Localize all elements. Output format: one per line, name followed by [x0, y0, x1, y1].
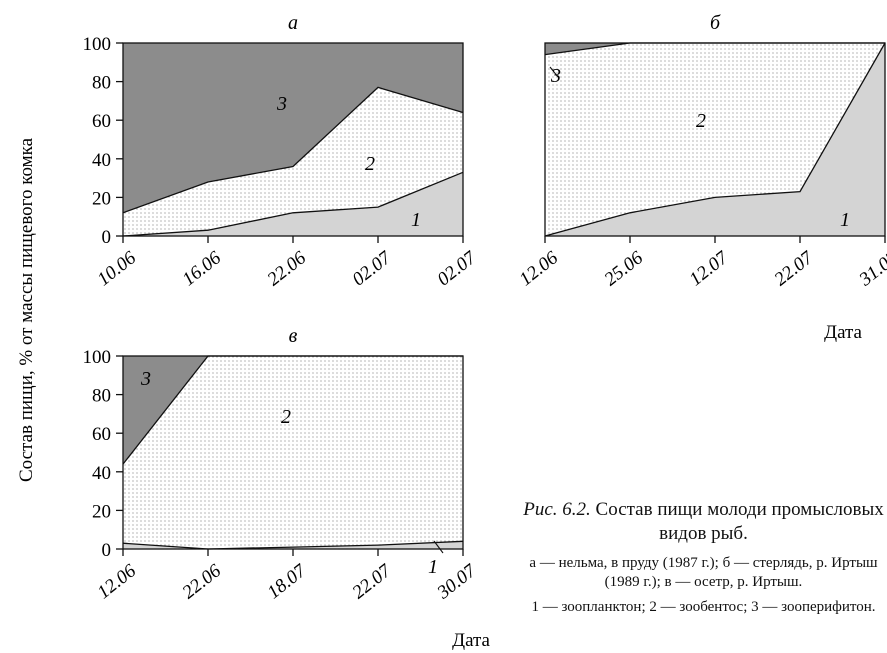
- x-tick-label: 22.07: [770, 246, 818, 290]
- y-tick-label: 60: [92, 111, 111, 132]
- series-label-1: 1: [428, 556, 438, 578]
- series-label-3: 3: [276, 93, 287, 115]
- x-tick-label: 12.06: [93, 560, 140, 603]
- boundary-line-1: [544, 42, 886, 237]
- area-series-1: [123, 541, 463, 549]
- y-tick-label: 0: [102, 540, 112, 561]
- y-tick-label: 100: [83, 34, 112, 55]
- y-tick-label: 20: [92, 501, 111, 522]
- x-tick-label: 12.07: [685, 246, 733, 290]
- x-tick-label: 30.07: [433, 559, 482, 603]
- leader-line: [433, 540, 444, 554]
- panel-label: а: [288, 12, 298, 34]
- y-tick-label: 80: [92, 386, 111, 407]
- series-label-1: 1: [411, 209, 421, 231]
- area-series-2: [123, 87, 463, 237]
- figure-number: Рис. 6.2.: [523, 499, 591, 520]
- y-tick-label: 40: [92, 463, 111, 484]
- series-label-2: 2: [281, 406, 291, 428]
- leader-line: [549, 66, 559, 78]
- figure-caption: Рис. 6.2. Состав пищи молоди промысловых…: [520, 498, 887, 617]
- y-tick-label: 0: [102, 227, 112, 248]
- caption-title: Рис. 6.2. Состав пищи молоди промысловых…: [520, 498, 887, 546]
- y-tick-label: 60: [92, 424, 111, 445]
- x-tick-label: 25.06: [600, 247, 647, 290]
- area-series-1: [123, 172, 463, 236]
- series-label-3: 3: [550, 65, 561, 87]
- area-series-3: [123, 356, 463, 465]
- area-series-3: [123, 43, 463, 213]
- series-label-3: 3: [140, 368, 151, 390]
- x-axis-label-b: Дата: [824, 322, 862, 343]
- panel-label: в: [289, 325, 298, 347]
- x-tick-label: 10.06: [93, 247, 140, 290]
- caption-text: Состав пищи молоди промысловых видов рыб…: [595, 499, 884, 544]
- y-tick-label: 80: [92, 73, 111, 94]
- x-tick-label: 22.06: [263, 247, 310, 290]
- x-tick-label: 16.06: [178, 247, 225, 290]
- area-series-3: [545, 43, 885, 55]
- boundary-line-2: [122, 86, 464, 214]
- x-axis-label-c: Дата: [452, 630, 490, 651]
- panel-label: б: [710, 12, 721, 34]
- x-tick-label: 22.06: [178, 560, 225, 603]
- y-tick-label: 20: [92, 188, 111, 209]
- boundary-line-1: [122, 540, 464, 550]
- y-tick-label: 100: [83, 347, 112, 368]
- series-label-2: 2: [365, 153, 375, 175]
- panel-2: 0 20 40 60 80 100 12.06 22.06 18.07 22.07 30.07 в 1 2…: [83, 325, 482, 604]
- y-tick-label: 40: [92, 150, 111, 171]
- x-tick-label: 18.07: [263, 559, 311, 603]
- panel-0: 0 20 40 60 80 100 10.06 16.06 22.06 02.07 02.07 а 1 2…: [83, 12, 482, 290]
- x-tick-label: 02.07: [433, 246, 481, 290]
- panel-1: 12.06 25.06 12.07 22.07 31.07 б 1 2 3: [515, 12, 887, 291]
- x-tick-label: 02.07: [348, 246, 396, 290]
- series-label-1: 1: [840, 209, 850, 231]
- area-series-2: [123, 356, 463, 549]
- x-tick-label: 22.07: [348, 559, 396, 603]
- y-axis-label: Состав пищи, % от массы пищевого комка: [16, 137, 37, 482]
- x-tick-label: 31.07: [855, 246, 887, 290]
- caption-species: а — нельма, в пруду (1987 г.); б — стерл…: [529, 555, 878, 590]
- x-tick-label: 12.06: [515, 247, 562, 290]
- boundary-line-1: [122, 171, 464, 237]
- series-label-2: 2: [696, 110, 706, 132]
- caption-legend: 1 — зоопланктон; 2 — зообентос; 3 — зооп…: [531, 599, 876, 615]
- area-series-2: [545, 43, 885, 236]
